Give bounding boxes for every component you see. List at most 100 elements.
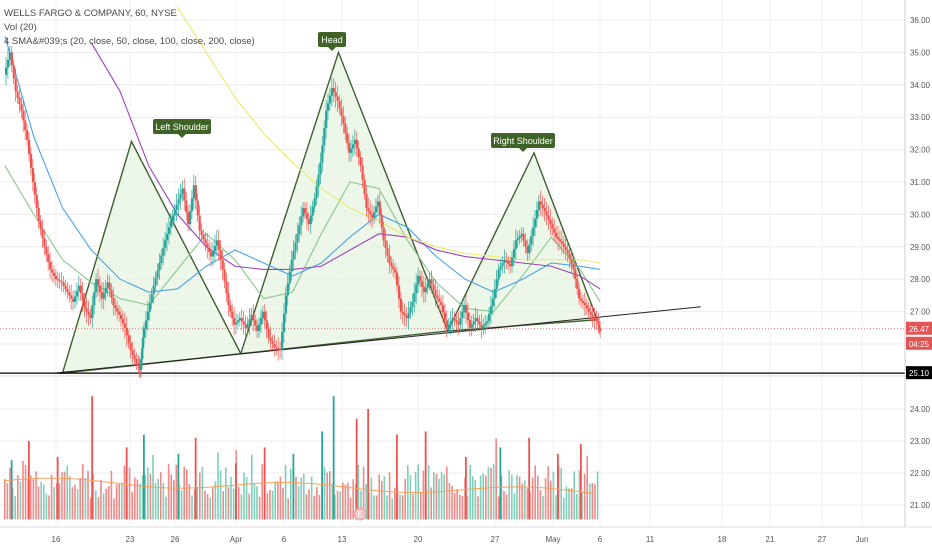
candle-body <box>465 305 468 313</box>
candle-body <box>543 207 546 212</box>
candle-body <box>553 228 556 233</box>
label-text: Head <box>321 35 343 45</box>
volume-bar <box>128 467 131 520</box>
volume-bar <box>79 477 81 520</box>
volume-bar <box>550 480 552 520</box>
volume-bar <box>576 493 578 520</box>
volume-bar <box>321 431 324 520</box>
candle-body <box>261 311 265 319</box>
support-price-box <box>906 366 932 380</box>
candle-body <box>445 320 449 328</box>
candle-body <box>296 233 299 243</box>
volume-bar <box>503 491 505 520</box>
price-tick-label: 32.00 <box>910 146 931 155</box>
candle-body <box>33 182 36 195</box>
candle-body <box>344 123 347 134</box>
candle-body <box>488 313 491 322</box>
volume-bar <box>230 476 232 520</box>
candle-body <box>231 311 234 319</box>
candle-body <box>229 305 232 312</box>
volume-ma-line <box>3 477 595 494</box>
candle-body <box>133 354 136 360</box>
candle-body <box>77 285 81 292</box>
volume-bar <box>552 471 555 520</box>
candle-body <box>332 88 335 93</box>
candle-body <box>346 133 349 144</box>
volume-bar <box>347 482 349 520</box>
candle-body <box>505 259 508 262</box>
symbol-title: WELLS FARGO & COMPANY, 60, NYSE <box>4 8 177 19</box>
price-axis[interactable]: 36.00 35.00 34.00 33.00 32.00 31.00 30.00 29.00… <box>904 0 932 527</box>
candle-body <box>474 318 477 322</box>
volume-bar <box>326 472 328 520</box>
candle-body <box>39 220 42 230</box>
candle-body <box>578 288 581 299</box>
candle-body <box>447 324 450 328</box>
volume-bar <box>266 493 269 520</box>
volume-bar <box>438 478 440 520</box>
volume-bar <box>108 486 110 520</box>
candle-body <box>419 275 422 282</box>
label-text: Right Shoulder <box>493 136 553 146</box>
candle-body <box>43 238 46 247</box>
volume-bar <box>141 475 144 520</box>
candle-body <box>325 110 328 128</box>
candle-body <box>497 269 500 280</box>
current-price-tag: 26.47 <box>906 321 932 335</box>
volume-bar <box>45 493 48 520</box>
candle-body <box>212 251 215 257</box>
candle-body <box>489 306 493 314</box>
candle-body <box>562 243 565 247</box>
head-label: Head <box>318 32 346 51</box>
volume-bar <box>448 483 451 520</box>
candle-body <box>595 319 598 322</box>
time-tick-label: 13 <box>338 535 347 544</box>
volume-bar <box>518 476 521 520</box>
volume-bar <box>28 441 30 520</box>
current-price-box <box>906 321 932 335</box>
volume-bar <box>508 470 510 520</box>
candle-body <box>587 308 590 312</box>
volume-tick-label: 24.00 <box>910 405 931 414</box>
candle-body <box>288 271 291 284</box>
volume-bar <box>303 473 305 520</box>
candle-body <box>351 144 355 149</box>
candle-body <box>35 194 38 208</box>
candle-body <box>516 238 519 241</box>
candle-body <box>93 292 96 306</box>
event-circle <box>353 507 367 521</box>
candle-body <box>162 247 165 256</box>
volume-bar <box>563 497 565 520</box>
candle-body <box>518 236 521 239</box>
candle-body <box>415 284 418 294</box>
candle-body <box>131 350 134 355</box>
volume-bar <box>282 487 284 520</box>
volume-bar <box>539 490 542 520</box>
volume-bar <box>404 478 406 520</box>
volume-bar <box>4 478 6 520</box>
volume-bar <box>396 434 398 520</box>
sma-legend: 4 SMA&#039;s (20, close, 50, close, 100,… <box>4 36 255 47</box>
volume-bar <box>9 467 11 520</box>
candle-body <box>275 347 278 349</box>
candle-body <box>365 193 368 208</box>
candle-body <box>549 219 552 225</box>
candle-body <box>156 270 159 279</box>
candle-body <box>359 157 362 166</box>
candle-body <box>591 314 594 317</box>
volume-bar <box>534 465 536 520</box>
candle-body <box>108 282 111 290</box>
volume-bar <box>290 468 292 520</box>
volume-bar <box>222 491 224 520</box>
candle-body <box>196 200 199 216</box>
volume-bar <box>115 484 118 520</box>
candle-body <box>535 210 539 219</box>
candle-body <box>470 324 473 328</box>
time-axis[interactable]: 16 23 26 Apr 6 13 20 27 May 6 11 18 21 27 Jun <box>52 535 869 544</box>
candle-body <box>204 239 207 244</box>
candle-body <box>522 233 525 241</box>
candle-body <box>298 225 301 234</box>
sma-line-2 <box>4 36 601 293</box>
